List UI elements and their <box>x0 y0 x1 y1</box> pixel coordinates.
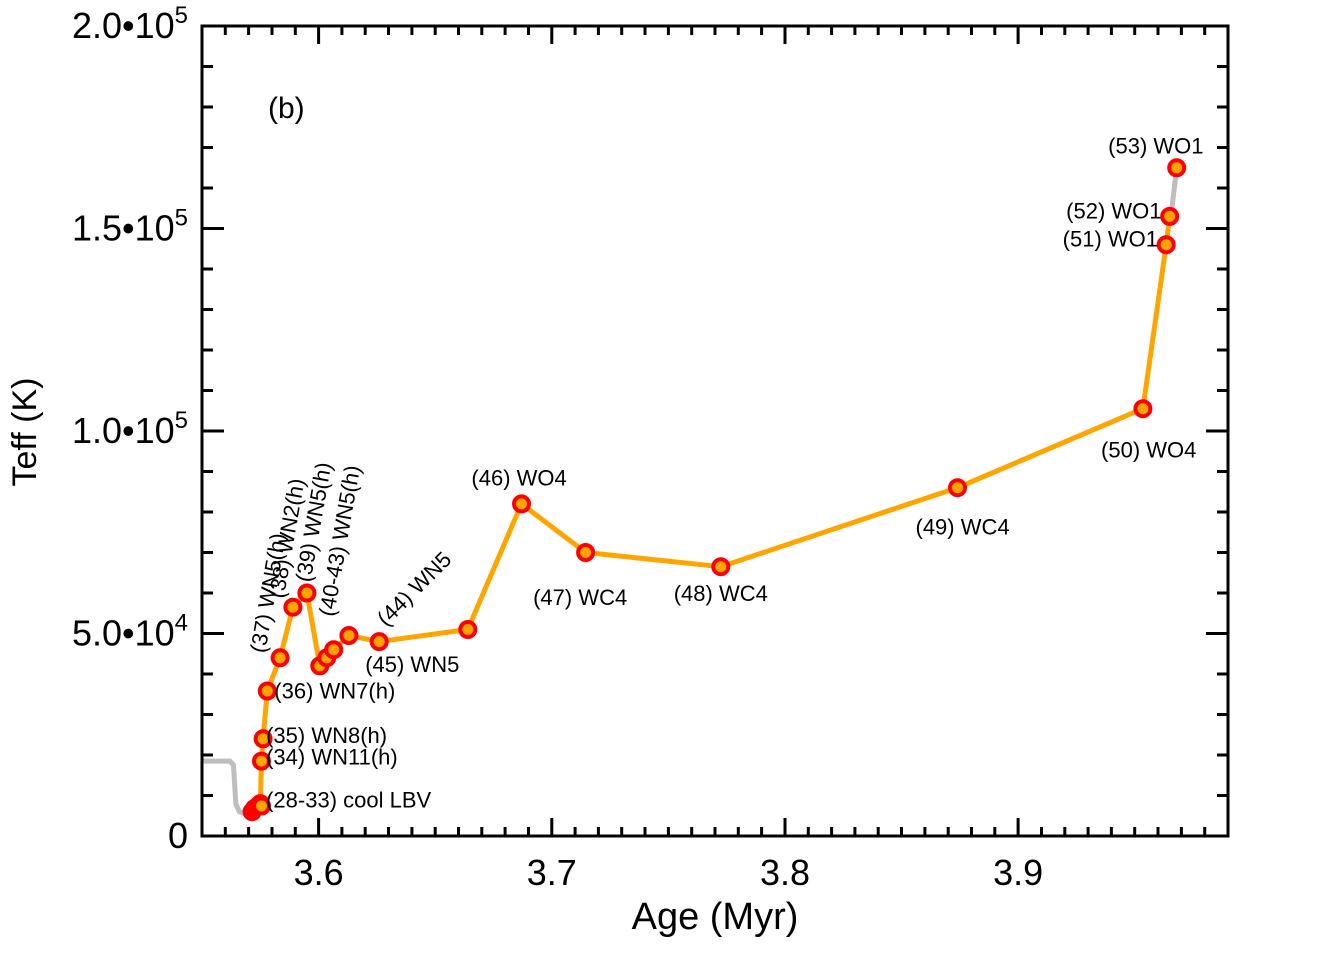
y-tick-label: 2.0•105 <box>72 2 188 46</box>
data-point <box>1167 158 1187 178</box>
y-tick-label: 1.5•105 <box>72 205 188 249</box>
data-point <box>576 543 596 562</box>
data-label: (48) WC4 <box>674 581 768 606</box>
data-point <box>324 640 344 660</box>
data-label: (45) WN5 <box>365 652 459 677</box>
x-axis-label: Age (Myr) <box>632 896 799 938</box>
data-label: (44) WN5 <box>372 547 456 631</box>
pre-track-line <box>202 758 254 817</box>
data-label: (34) WN11(h) <box>266 745 398 770</box>
data-point <box>458 620 478 639</box>
annotations: (28-33) cool LBV (34) WN11(h)(35) WN8(h) (… <box>245 134 1203 813</box>
data-point <box>297 583 317 603</box>
evolution-track-line <box>248 213 1173 813</box>
panel-label: (b) <box>268 92 305 125</box>
data-label: (47) WC4 <box>533 585 627 610</box>
data-point <box>512 494 531 514</box>
data-label: (28-33) cool LBV <box>266 788 431 813</box>
y-tick-label: 1.0•105 <box>72 407 188 451</box>
data-point <box>257 681 277 701</box>
data-label: (35) WN8(h) <box>266 723 387 748</box>
y-axis-label: Teff (K) <box>6 378 44 487</box>
plot-frame <box>200 24 1230 838</box>
data-label: (52) WO1 <box>1066 198 1161 223</box>
data-label: (50) WO4 <box>1101 437 1196 462</box>
x-tick-label: 3.8 <box>760 852 810 893</box>
data-point <box>252 751 271 771</box>
plot-inner <box>202 158 1187 822</box>
axis-ticks: 3.6 3.7 3.8 3.9 0 5.0•104 1.0•105 1.5•105 2.0•10… <box>72 2 1230 893</box>
axes-frame <box>200 24 1230 838</box>
data-point <box>253 729 273 749</box>
data-label: (46) WO4 <box>471 466 566 491</box>
data-point <box>1156 235 1176 255</box>
data-point <box>1160 206 1180 226</box>
data-label: (36) WN7(h) <box>274 678 395 703</box>
data-point <box>711 557 731 577</box>
plot-area <box>202 158 1187 822</box>
y-tick-label: 0 <box>168 815 188 856</box>
data-label: (51) WO1 <box>1063 227 1158 252</box>
x-tick-label: 3.6 <box>294 852 344 893</box>
data-point <box>1133 399 1153 419</box>
data-label: (49) WC4 <box>916 514 1010 539</box>
data-label: (53) WO1 <box>1108 134 1203 159</box>
data-point <box>339 626 359 645</box>
data-point <box>283 597 303 617</box>
data-point <box>948 478 967 498</box>
x-tick-label: 3.9 <box>993 852 1043 893</box>
data-point <box>252 796 271 816</box>
data-point <box>270 648 290 668</box>
data-point <box>369 632 389 652</box>
y-tick-label: 5.0•104 <box>72 610 188 654</box>
x-tick-label: 3.7 <box>527 852 577 893</box>
